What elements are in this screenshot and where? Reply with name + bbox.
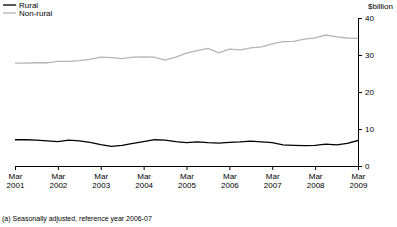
series-line (15, 35, 358, 63)
y-axis-line (359, 19, 363, 167)
y-tick: 30 (358, 51, 374, 60)
legend-swatch (3, 12, 16, 13)
x-axis-line (16, 167, 359, 171)
y-tick-label: 40 (365, 14, 374, 23)
series-line (15, 140, 358, 147)
y-tick: 40 (358, 14, 374, 23)
y-tick-label: 0 (365, 162, 370, 171)
x-tick-label: Mar2003 (92, 172, 110, 190)
x-tick-mark (58, 166, 59, 170)
x-tick-label: Mar2002 (49, 172, 67, 190)
y-axis-label: $billion (368, 2, 393, 11)
y-tick-mark (358, 55, 362, 56)
legend-swatch (3, 4, 16, 5)
x-axis: Mar2001 Mar2002 Mar2003 Mar2004 Mar2005 Mar20… (7, 166, 368, 190)
x-tick-mark (144, 166, 145, 170)
x-tick: Mar2001 (7, 166, 25, 190)
x-tick: Mar2007 (264, 166, 282, 190)
y-tick-label: 30 (365, 51, 374, 60)
x-tick-mark (315, 166, 316, 170)
x-tick-label: Mar2009 (350, 172, 368, 190)
y-tick-label: 10 (365, 125, 374, 134)
y-tick: 10 (358, 125, 374, 134)
x-tick: Mar2006 (221, 166, 239, 190)
x-tick: Mar2008 (307, 166, 325, 190)
legend-label: Non-rural (19, 9, 53, 18)
y-tick-mark (358, 92, 362, 93)
x-tick: Mar2005 (178, 166, 196, 190)
x-tick-label: Mar2007 (264, 172, 282, 190)
y-tick-mark (358, 18, 362, 19)
legend: RuralNon-rural (3, 1, 53, 18)
y-tick: 0 (358, 162, 370, 171)
x-tick-label: Mar2001 (7, 172, 25, 190)
x-tick-mark (229, 166, 230, 170)
x-tick-label: Mar2008 (307, 172, 325, 190)
y-axis: 0 10 20 30 40 (358, 14, 374, 171)
x-tick-label: Mar2005 (178, 172, 196, 190)
y-tick: 20 (358, 88, 374, 97)
x-tick-mark (101, 166, 102, 170)
plot-area (15, 35, 358, 146)
y-tick-mark (358, 129, 362, 130)
x-tick-label: Mar2004 (135, 172, 153, 190)
y-tick-mark (358, 166, 362, 167)
x-tick: Mar2003 (92, 166, 110, 190)
x-tick: Mar2004 (135, 166, 153, 190)
y-tick-label: 20 (365, 88, 374, 97)
x-tick-mark (272, 166, 273, 170)
footnote: (a) Seasonally adjusted, reference year … (2, 215, 152, 223)
x-tick-mark (187, 166, 188, 170)
x-tick: Mar2002 (49, 166, 67, 190)
x-tick-label: Mar2006 (221, 172, 239, 190)
x-tick-mark (15, 166, 16, 170)
